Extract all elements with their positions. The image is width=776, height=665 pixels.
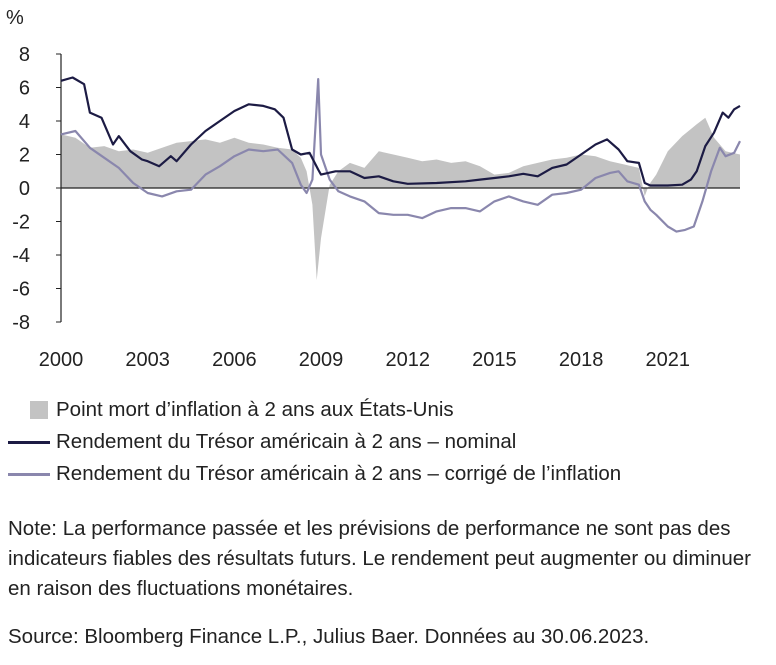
legend-swatch-nominal	[8, 440, 50, 444]
x-tick-label: 2003	[125, 349, 170, 371]
legend-label-real: Rendement du Trésor américain à 2 ans – …	[56, 462, 622, 485]
y-tick-label: 8	[19, 44, 30, 66]
y-tick-label: 6	[19, 78, 30, 100]
legend-item-nominal: Rendement du Trésor américain à 2 ans – …	[8, 426, 768, 458]
y-tick-label: 4	[19, 111, 30, 133]
tick-labels: 8 6 4 2 0 -2 -4 -6 -8 2000 2003 2006 2009 2012 2015 201…	[12, 44, 690, 371]
series-area-breakeven	[61, 117, 740, 281]
series-line-real	[60, 77, 741, 233]
note-text: Note: La performance passée et les prévi…	[8, 517, 751, 600]
y-tick-label: 0	[19, 178, 30, 200]
x-tick-label: 2006	[212, 349, 257, 371]
line-layer	[60, 76, 741, 233]
x-tick-label: 2018	[559, 349, 604, 371]
breakeven-area-layer	[61, 117, 740, 281]
legend-label-nominal: Rendement du Trésor américain à 2 ans – …	[56, 430, 517, 453]
x-tick-label: 2015	[472, 349, 517, 371]
series-line-nominal	[60, 76, 741, 187]
x-tick-label: 2000	[39, 349, 84, 371]
y-tick-label: -2	[12, 212, 30, 234]
y-tick-label: -6	[12, 279, 30, 301]
x-tick-label: 2009	[299, 349, 344, 371]
axes	[56, 53, 740, 323]
legend-item-real: Rendement du Trésor américain à 2 ans – …	[8, 458, 768, 490]
y-tick-label: -4	[12, 245, 30, 267]
source-text: Source: Bloomberg Finance L.P., Julius B…	[8, 625, 650, 648]
legend-swatch-real	[8, 472, 50, 476]
legend-swatch-area	[30, 401, 48, 419]
legend: Point mort d’inflation à 2 ans aux États…	[8, 394, 768, 490]
x-tick-label: 2021	[646, 349, 691, 371]
y-tick-label: -8	[12, 312, 30, 334]
legend-item-breakeven: Point mort d’inflation à 2 ans aux États…	[8, 394, 768, 426]
x-tick-label: 2012	[385, 349, 430, 371]
y-unit-label: %	[6, 7, 24, 29]
y-tick-label: 2	[19, 145, 30, 167]
legend-label-breakeven: Point mort d’inflation à 2 ans aux États…	[56, 398, 454, 421]
chart: % 8 6 4 2 0 -2 -4 -6 -8 2000 2003 2006 2009 2012 2015 2…	[6, 7, 741, 371]
